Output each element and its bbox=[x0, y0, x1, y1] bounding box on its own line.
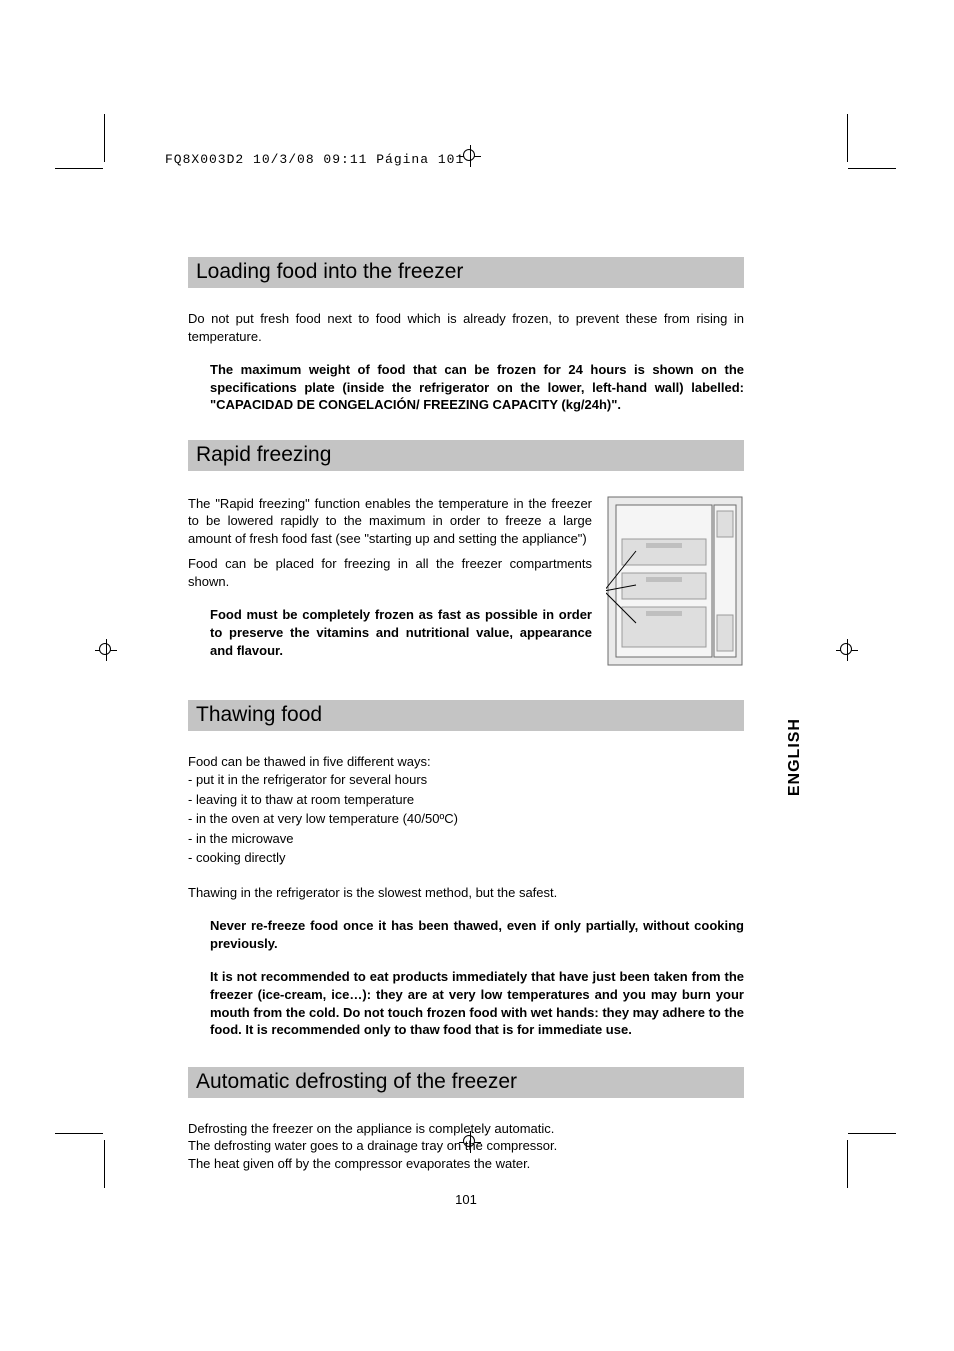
thaw-item: - put it in the refrigerator for several… bbox=[188, 770, 744, 790]
defrost-para3: The heat given off by the compressor eva… bbox=[188, 1155, 744, 1173]
defrost-para2: The defrosting water goes to a drainage … bbox=[188, 1137, 744, 1155]
page-number: 101 bbox=[188, 1192, 744, 1207]
language-tab: ENGLISH bbox=[786, 718, 804, 796]
rapid-para1: The "Rapid freezing" function enables th… bbox=[188, 495, 592, 548]
crop-mark bbox=[104, 1140, 105, 1188]
crop-mark bbox=[55, 1133, 103, 1134]
crop-mark bbox=[847, 114, 848, 162]
loading-bold: The maximum weight of food that can be f… bbox=[188, 361, 744, 414]
registration-mark-icon bbox=[95, 639, 117, 661]
defrost-para1: Defrosting the freezer on the appliance … bbox=[188, 1120, 744, 1138]
thawing-bold2: It is not recommended to eat products im… bbox=[188, 968, 744, 1038]
thawing-bold1: Never re-freeze food once it has been th… bbox=[188, 917, 744, 952]
page-content: Loading food into the freezer Do not put… bbox=[188, 225, 744, 1207]
crop-mark bbox=[847, 1140, 848, 1188]
thawing-intro: Food can be thawed in five different way… bbox=[188, 753, 744, 771]
crop-mark bbox=[104, 114, 105, 162]
registration-mark-icon bbox=[836, 639, 858, 661]
section-heading-thawing: Thawing food bbox=[188, 700, 744, 731]
thaw-item: - in the oven at very low temperature (4… bbox=[188, 809, 744, 829]
loading-para: Do not put fresh food next to food which… bbox=[188, 310, 744, 345]
thaw-item: - leaving it to thaw at room temperature bbox=[188, 790, 744, 810]
thawing-para2: Thawing in the refrigerator is the slowe… bbox=[188, 884, 744, 902]
crop-mark bbox=[848, 168, 896, 169]
thaw-item: - in the microwave bbox=[188, 829, 744, 849]
section-heading-loading: Loading food into the freezer bbox=[188, 257, 744, 288]
crop-mark bbox=[848, 1133, 896, 1134]
rapid-bold: Food must be completely frozen as fast a… bbox=[188, 606, 592, 659]
section-heading-rapid: Rapid freezing bbox=[188, 440, 744, 471]
freezer-diagram-icon bbox=[606, 495, 744, 672]
rapid-para2: Food can be placed for freezing in all t… bbox=[188, 555, 592, 590]
thaw-item: - cooking directly bbox=[188, 848, 744, 868]
imposition-header: FQ8X003D2 10/3/08 09:11 Página 101 bbox=[165, 152, 464, 167]
section-heading-defrost: Automatic defrosting of the freezer bbox=[188, 1067, 744, 1098]
crop-mark bbox=[55, 168, 103, 169]
